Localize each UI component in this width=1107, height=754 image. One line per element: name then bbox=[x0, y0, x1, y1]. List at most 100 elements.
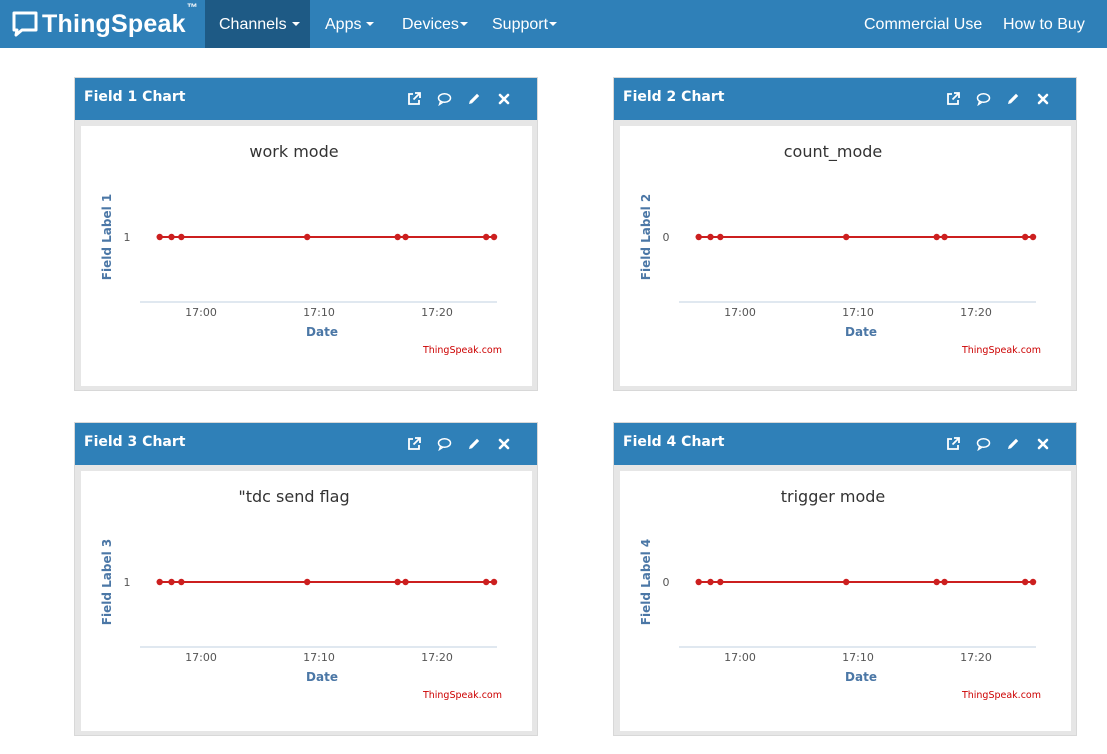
comment-icon[interactable] bbox=[429, 434, 459, 454]
chevron-down-icon bbox=[366, 21, 375, 26]
y-axis-label: Field Label 3 bbox=[100, 539, 114, 625]
x-axis-label: Date bbox=[306, 670, 338, 684]
thingspeak-logo[interactable]: ThingSpeak™ bbox=[12, 1, 198, 39]
brand-name: ThingSpeak™ bbox=[42, 1, 198, 38]
comment-icon[interactable] bbox=[968, 89, 998, 109]
x-axis-label: Date bbox=[306, 325, 338, 339]
x-axis-label: Date bbox=[845, 670, 877, 684]
close-icon[interactable] bbox=[489, 434, 519, 454]
data-point bbox=[1021, 233, 1029, 241]
panel-toolbar bbox=[938, 89, 1058, 109]
data-point bbox=[482, 578, 490, 586]
x-tick-label: 17:00 bbox=[724, 651, 756, 664]
line-chart: count_mode Field Label 2 0 17:00 17:10 17:20 D… bbox=[639, 142, 1041, 356]
top-navbar: ThingSpeak™ Channels Apps Devices Suppor… bbox=[0, 0, 1107, 48]
pencil-icon[interactable] bbox=[998, 89, 1028, 109]
nav-devices-label: Devices bbox=[402, 16, 459, 33]
line-chart: trigger mode Field Label 4 0 17:00 17:10 17:2… bbox=[639, 487, 1041, 701]
pencil-icon[interactable] bbox=[459, 89, 489, 109]
line-chart: "tdc send flag Field Label 3 1 17:00 17:10 17… bbox=[100, 487, 502, 701]
chart-area: "tdc send flag Field Label 3 1 17:00 17:10 17… bbox=[81, 471, 532, 731]
x-tick-label: 17:20 bbox=[960, 651, 992, 664]
y-tick-label: 0 bbox=[663, 231, 670, 244]
data-point bbox=[168, 233, 175, 241]
panel-heading: Field 2 Chart bbox=[614, 78, 1076, 120]
external-link-icon[interactable] bbox=[399, 434, 429, 454]
thingspeak-credit-link[interactable]: ThingSpeak.com bbox=[961, 345, 1041, 356]
thingspeak-credit-link[interactable]: ThingSpeak.com bbox=[422, 690, 502, 701]
nav-devices[interactable]: Devices bbox=[388, 0, 482, 48]
comment-icon[interactable] bbox=[429, 89, 459, 109]
panel-toolbar bbox=[399, 89, 519, 109]
data-point bbox=[490, 578, 498, 586]
close-icon[interactable] bbox=[1028, 89, 1058, 109]
pencil-icon[interactable] bbox=[998, 434, 1028, 454]
chart-area: work mode Field Label 1 1 17:00 17:10 17:20 Da… bbox=[81, 126, 532, 386]
data-point bbox=[707, 578, 714, 586]
data-point bbox=[178, 233, 185, 241]
panel-heading: Field 3 Chart bbox=[75, 423, 537, 465]
chart-panel-field-2: Field 2 Chart count_mode Field Label 2 0 17:… bbox=[613, 77, 1077, 391]
data-point bbox=[941, 233, 948, 241]
x-tick-label: 17:00 bbox=[185, 651, 217, 664]
data-point bbox=[843, 233, 850, 241]
panel-heading: Field 1 Chart bbox=[75, 78, 537, 120]
x-axis-label: Date bbox=[845, 325, 877, 339]
data-point bbox=[168, 578, 175, 586]
x-tick-label: 17:10 bbox=[303, 651, 335, 664]
x-tick-label: 17:20 bbox=[421, 306, 453, 319]
panel-title: Field 4 Chart bbox=[623, 434, 725, 450]
panel-title: Field 3 Chart bbox=[84, 434, 186, 450]
data-point bbox=[695, 578, 702, 586]
nav-channels[interactable]: Channels bbox=[205, 0, 310, 48]
nav-support-label: Support bbox=[492, 16, 549, 33]
nav-apps[interactable]: Apps bbox=[311, 0, 388, 48]
data-point bbox=[304, 578, 311, 586]
close-icon[interactable] bbox=[1028, 434, 1058, 454]
data-point bbox=[178, 578, 185, 586]
y-axis-label: Field Label 4 bbox=[639, 539, 653, 625]
x-tick-label: 17:20 bbox=[421, 651, 453, 664]
thingspeak-credit-link[interactable]: ThingSpeak.com bbox=[961, 690, 1041, 701]
nav-how-to-buy[interactable]: How to Buy bbox=[989, 0, 1099, 48]
external-link-icon[interactable] bbox=[938, 434, 968, 454]
x-tick-label: 17:10 bbox=[842, 651, 874, 664]
thingspeak-credit-link[interactable]: ThingSpeak.com bbox=[422, 345, 502, 356]
panel-heading: Field 4 Chart bbox=[614, 423, 1076, 465]
nav-how-to-buy-label: How to Buy bbox=[1003, 16, 1085, 33]
chevron-down-icon bbox=[549, 21, 558, 26]
data-point bbox=[482, 233, 490, 241]
nav-support[interactable]: Support bbox=[478, 0, 571, 48]
pencil-icon[interactable] bbox=[459, 434, 489, 454]
comment-icon[interactable] bbox=[968, 434, 998, 454]
x-tick-label: 17:10 bbox=[842, 306, 874, 319]
x-tick-label: 17:20 bbox=[960, 306, 992, 319]
close-icon[interactable] bbox=[489, 89, 519, 109]
panel-toolbar bbox=[938, 434, 1058, 454]
data-point bbox=[717, 578, 724, 586]
data-point bbox=[1029, 578, 1037, 586]
data-point bbox=[695, 233, 702, 241]
chart-area: trigger mode Field Label 4 0 17:00 17:10 17:2… bbox=[620, 471, 1071, 731]
x-tick-label: 17:10 bbox=[303, 306, 335, 319]
chart-panel-field-3: Field 3 Chart "tdc send flag Field Label 3… bbox=[74, 422, 538, 736]
y-tick-label: 0 bbox=[663, 576, 670, 589]
panel-toolbar bbox=[399, 434, 519, 454]
nav-commercial-use[interactable]: Commercial Use bbox=[850, 0, 996, 48]
data-point bbox=[394, 233, 401, 241]
y-tick-label: 1 bbox=[124, 231, 131, 244]
data-point bbox=[402, 233, 409, 241]
data-point bbox=[1029, 233, 1037, 241]
chart-panel-field-4: Field 4 Chart trigger mode Field Label 4 0 1… bbox=[613, 422, 1077, 736]
external-link-icon[interactable] bbox=[938, 89, 968, 109]
x-tick-label: 17:00 bbox=[724, 306, 756, 319]
y-tick-label: 1 bbox=[124, 576, 131, 589]
external-link-icon[interactable] bbox=[399, 89, 429, 109]
data-point bbox=[707, 233, 714, 241]
data-point bbox=[156, 233, 163, 241]
y-axis-label: Field Label 2 bbox=[639, 194, 653, 280]
nav-commercial-use-label: Commercial Use bbox=[864, 16, 983, 33]
x-tick-label: 17:00 bbox=[185, 306, 217, 319]
data-point bbox=[402, 578, 409, 586]
data-point bbox=[490, 233, 498, 241]
